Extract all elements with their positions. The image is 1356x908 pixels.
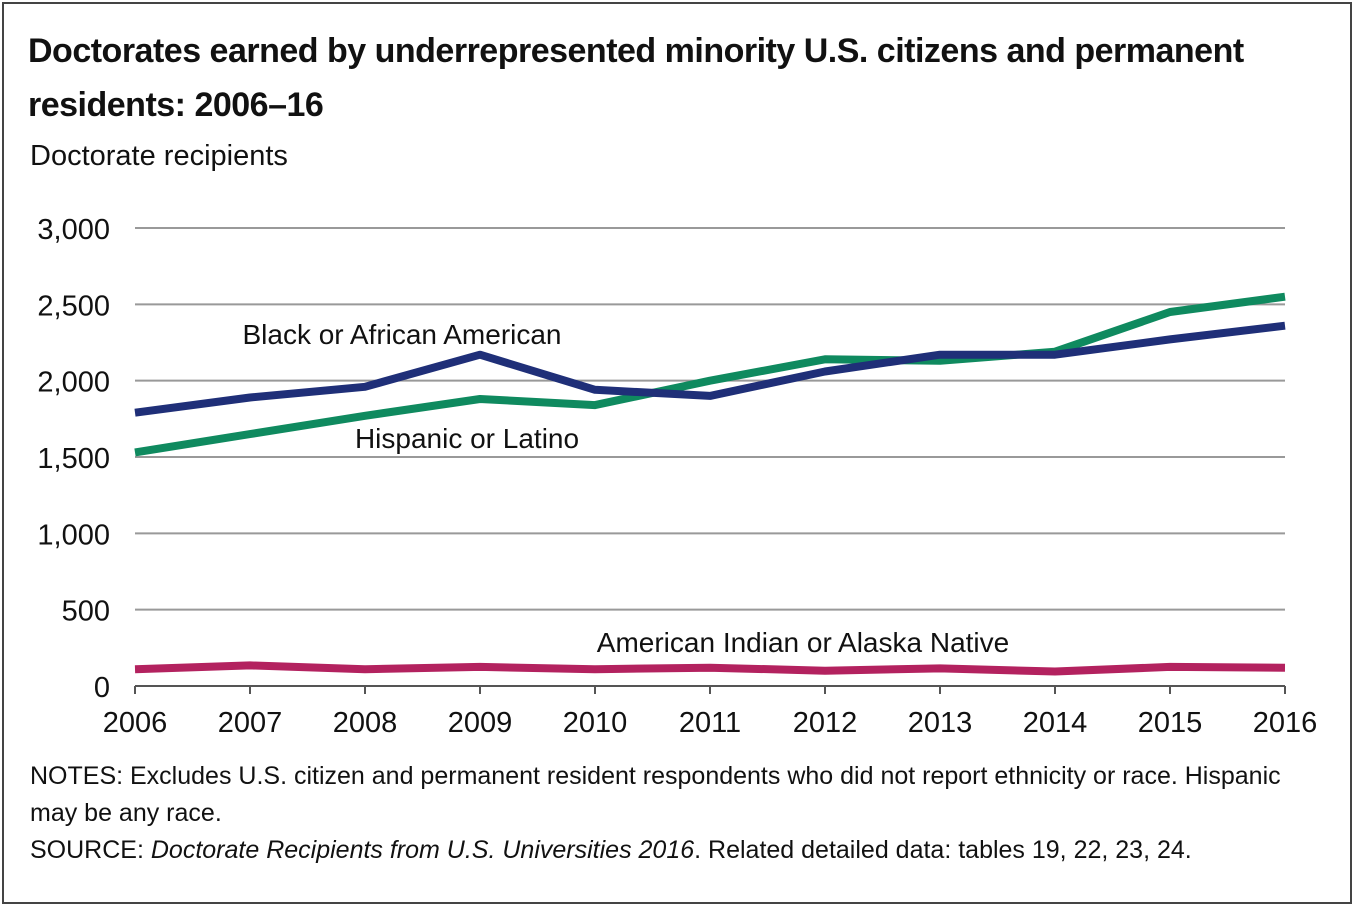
source-prefix: SOURCE:	[30, 836, 151, 864]
x-tick-label: 2009	[448, 707, 513, 739]
x-tick-label: 2014	[1023, 707, 1088, 739]
chart-title: Doctorates earned by underrepresented mi…	[28, 32, 1244, 124]
x-tick-label: 2011	[679, 707, 741, 739]
x-tick-label: 2010	[563, 707, 628, 739]
y-tick-label: 2,000	[37, 367, 110, 399]
series-label: Hispanic or Latino	[355, 423, 579, 454]
source-suffix: . Related detailed data: tables 19, 22, …	[694, 836, 1192, 864]
x-tick-label: 2015	[1138, 707, 1203, 739]
x-tick-label: 2012	[793, 707, 858, 739]
notes-text: NOTES: Excludes U.S. citizen and permane…	[30, 762, 1281, 827]
y-tick-label: 3,000	[37, 214, 110, 246]
x-tick-label: 2007	[218, 707, 283, 739]
source-title: Doctorate Recipients from U.S. Universit…	[150, 836, 695, 864]
y-tick-label: 2,500	[37, 290, 110, 322]
y-tick-label: 0	[94, 672, 110, 704]
series-line-hispanic-or-latino	[134, 292, 1286, 457]
series-line-american-indian-or-alaska-native	[134, 661, 1286, 676]
source-text: SOURCE: Doctorate Recipients from U.S. U…	[30, 832, 1330, 869]
x-tick-label: 2016	[1253, 707, 1318, 739]
series-label: Black or African American	[242, 319, 561, 350]
series-label: American Indian or Alaska Native	[597, 627, 1009, 658]
y-tick-label: 1,000	[37, 519, 110, 551]
x-tick-label: 2006	[103, 707, 168, 739]
chart-notes: NOTES: Excludes U.S. citizen and permane…	[30, 758, 1330, 869]
y-axis-label: Doctorate recipients	[30, 140, 288, 172]
x-tick-label: 2008	[333, 707, 398, 739]
x-tick-label: 2013	[908, 707, 973, 739]
y-tick-label: 1,500	[37, 443, 110, 475]
y-tick-label: 500	[62, 596, 110, 628]
series-line-black-or-african-american	[134, 321, 1286, 417]
